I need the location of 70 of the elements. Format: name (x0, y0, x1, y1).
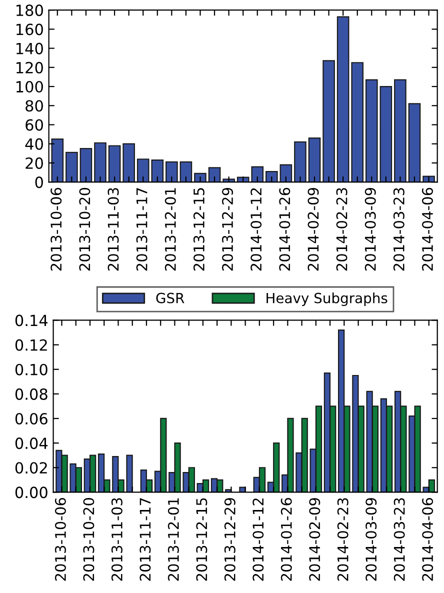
bar (94, 142, 106, 182)
x-tick-label: 2014-01-12 (252, 498, 264, 581)
bar (408, 103, 421, 182)
y-tick-label: 0.14 (15, 314, 48, 326)
x-tick-label: 2014-01-26 (279, 188, 290, 271)
bar (208, 167, 221, 182)
y-tick-label: 180 (16, 4, 43, 16)
x-tick-label: 2014-04-06 (422, 498, 434, 581)
y-tick-label: 0.02 (15, 462, 47, 474)
x-tick-label: 2013-10-20 (79, 188, 90, 271)
bar (194, 172, 206, 182)
y-tick-label: 0.06 (15, 412, 48, 425)
bar (266, 170, 278, 182)
bar (380, 86, 392, 182)
x-tick-label: 2014-01-26 (280, 498, 292, 581)
x-tick-label: 2014-03-23 (393, 188, 404, 271)
bar (336, 16, 350, 182)
bar (308, 138, 321, 182)
x-tick-label: 2014-02-09 (308, 188, 319, 271)
y-tick-label: 20 (26, 157, 43, 169)
x-tick-label: 2014-03-09 (366, 498, 377, 581)
legend-label: Heavy Subgraphs (266, 292, 388, 306)
y-tick-label: 0.04 (15, 438, 48, 450)
bar (322, 60, 335, 182)
x-tick-label: 2014-03-23 (394, 498, 405, 581)
x-tick-label: 2013-11-17 (136, 188, 148, 271)
y-tick-label: 0.08 (15, 388, 48, 400)
bar (280, 164, 292, 182)
y-tick-label: 0.12 (15, 339, 47, 351)
bar (80, 148, 92, 182)
x-tick-label: 2013-12-15 (196, 498, 208, 581)
x-tick-label: 2014-02-09 (309, 498, 320, 581)
x-tick-label: 2014-01-12 (250, 188, 262, 271)
x-tick-label: 2014-03-09 (364, 188, 376, 271)
y-tick-label: 160 (16, 24, 43, 36)
bar (108, 145, 121, 182)
bar (294, 141, 306, 182)
x-tick-label: 2014-02-23 (337, 498, 348, 581)
legend-label: GSR (156, 292, 184, 304)
x-tick-label: 2013-11-03 (108, 188, 119, 271)
y-tick-label: 100 (16, 80, 43, 93)
bar (166, 161, 178, 182)
x-tick-label: 2013-10-20 (83, 498, 94, 581)
bar (351, 62, 364, 182)
bar (66, 152, 78, 182)
y-tick-label: 140 (16, 42, 43, 54)
x-tick-label: 2013-10-06 (54, 498, 66, 581)
y-tick-label: 0.10 (15, 364, 48, 376)
x-tick-label: 2013-10-06 (50, 188, 62, 271)
y-tick-label: 0 (35, 176, 43, 188)
y-tick-label: 80 (26, 100, 43, 112)
x-tick-label: 2013-12-15 (193, 188, 204, 271)
y-tick-label: 60 (26, 119, 43, 131)
bar (251, 166, 264, 182)
x-tick-label: 2013-12-29 (222, 188, 234, 271)
bar (51, 138, 64, 182)
x-tick-label: 2013-12-01 (164, 188, 176, 271)
bar (122, 143, 135, 182)
y-tick-label: 40 (25, 138, 43, 150)
y-tick-label: 120 (16, 62, 43, 74)
bar (394, 79, 406, 182)
x-tick-label: 2013-12-01 (168, 498, 179, 581)
x-tick-label: 2014-04-06 (422, 188, 433, 271)
bar (180, 161, 192, 182)
x-tick-label: 2014-02-23 (336, 188, 348, 271)
x-tick-label: 2013-11-03 (111, 498, 122, 581)
x-tick-label: 2013-11-17 (140, 498, 151, 581)
bar (365, 79, 378, 182)
y-tick-label: 0.00 (15, 486, 48, 498)
x-tick-label: 2013-12-29 (224, 498, 236, 581)
